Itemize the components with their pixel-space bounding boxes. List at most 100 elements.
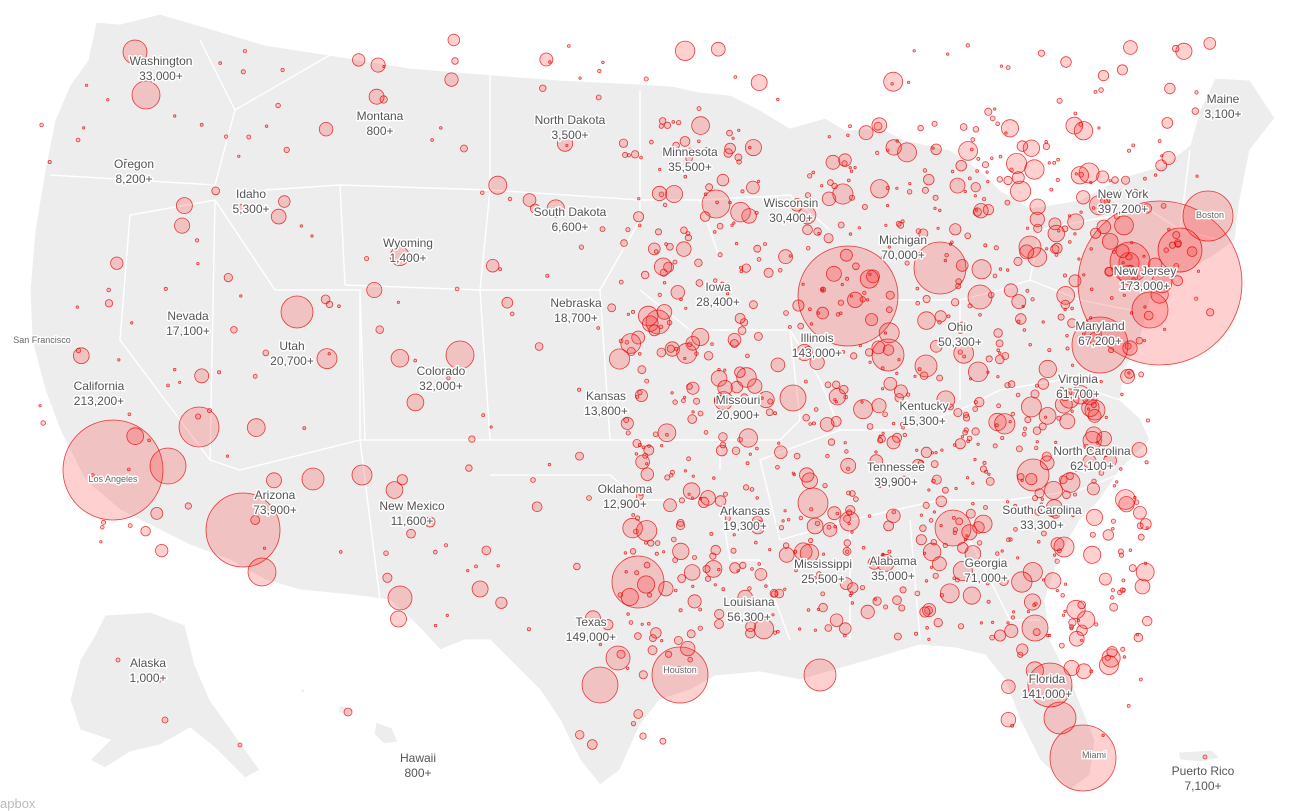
case-bubble [664,474,671,481]
case-bubble [1071,363,1075,367]
state-case-count: 35,000+ [871,569,915,583]
case-bubble [656,347,667,358]
state-border-line [489,189,641,201]
case-bubble [661,550,666,554]
case-bubble [672,141,680,150]
case-bubble [665,432,669,437]
case-bubble [676,241,692,257]
case-bubble [802,414,810,422]
case-bubble [797,205,817,225]
case-bubble [932,556,947,572]
case-bubble [653,249,659,254]
case-bubble [178,380,182,384]
state-name: Maryland [1075,319,1124,333]
case-bubble [1117,589,1123,596]
case-bubble [413,358,418,363]
case-bubble [636,486,646,496]
case-bubble [678,608,683,613]
case-bubble [853,496,859,502]
case-bubble [1157,139,1162,143]
case-bubble [1093,90,1098,94]
case-bubble [946,314,951,319]
state-name: Mississippi [794,557,852,571]
case-bubble [622,517,643,539]
case-bubble [1098,470,1105,476]
case-bubble [714,619,724,629]
case-bubble [942,409,946,413]
state-name: Puerto Rico [1172,764,1235,778]
case-bubble [685,154,693,163]
case-bubble [996,403,1001,409]
case-bubble [994,629,1007,642]
case-bubble [498,267,503,272]
case-bubble [915,286,920,291]
case-bubble [932,194,939,201]
case-bubble [1005,500,1010,504]
case-bubble [966,439,971,444]
state-name: South Carolina [1002,503,1082,517]
case-bubble [1136,522,1144,530]
case-bubble [1038,407,1057,425]
state-border-line [1029,219,1091,281]
case-bubble [717,252,723,258]
case-bubble [75,137,81,143]
case-bubble [1068,618,1077,627]
case-bubble [806,245,811,251]
case-bubble [860,400,864,404]
case-bubble [1016,643,1029,656]
case-bubble [466,568,470,573]
case-bubble [1103,323,1111,331]
state-border-line [234,54,331,111]
case-bubble [1157,227,1203,273]
case-bubble [252,373,258,379]
case-bubble [976,156,981,161]
case-bubble [1122,340,1138,356]
case-bubble [194,368,210,384]
state-name: Tennessee [867,460,925,474]
case-bubble [750,519,766,535]
case-bubble [692,555,697,560]
case-bubble [919,524,927,532]
case-bubble [637,223,642,228]
case-bubble [859,584,866,591]
case-bubble [99,540,103,544]
case-bubble [930,460,939,469]
case-bubble [1135,562,1155,582]
case-bubble [769,588,779,598]
case-bubble [127,523,133,528]
case-bubble [793,549,798,554]
case-bubble [665,185,683,203]
case-bubble [595,94,602,101]
case-bubble [1056,97,1063,104]
case-bubble [1168,241,1177,249]
case-bubble [507,196,513,202]
case-bubble [686,629,696,639]
case-bubble [1202,754,1208,760]
case-bubble [839,384,849,395]
case-bubble [680,640,696,657]
case-bubble [826,524,832,530]
case-bubble [1121,175,1131,185]
case-bubble [383,550,389,556]
case-bubble [643,444,655,456]
case-bubble [714,495,727,507]
case-bubble [110,256,124,270]
case-bubble [934,450,938,455]
case-bubble [1001,679,1016,694]
case-bubble [1083,545,1102,564]
case-bubble [824,624,833,632]
state-border-line [359,439,381,601]
case-bubble [865,348,874,357]
case-bubble [633,211,645,223]
case-bubble [1045,247,1049,251]
case-bubble [266,472,282,489]
case-bubble [545,273,550,278]
case-bubble [917,124,924,132]
case-bubble [1137,533,1145,541]
case-bubble [1109,602,1119,612]
case-bubble [1044,415,1048,419]
case-bubble [1069,630,1085,647]
